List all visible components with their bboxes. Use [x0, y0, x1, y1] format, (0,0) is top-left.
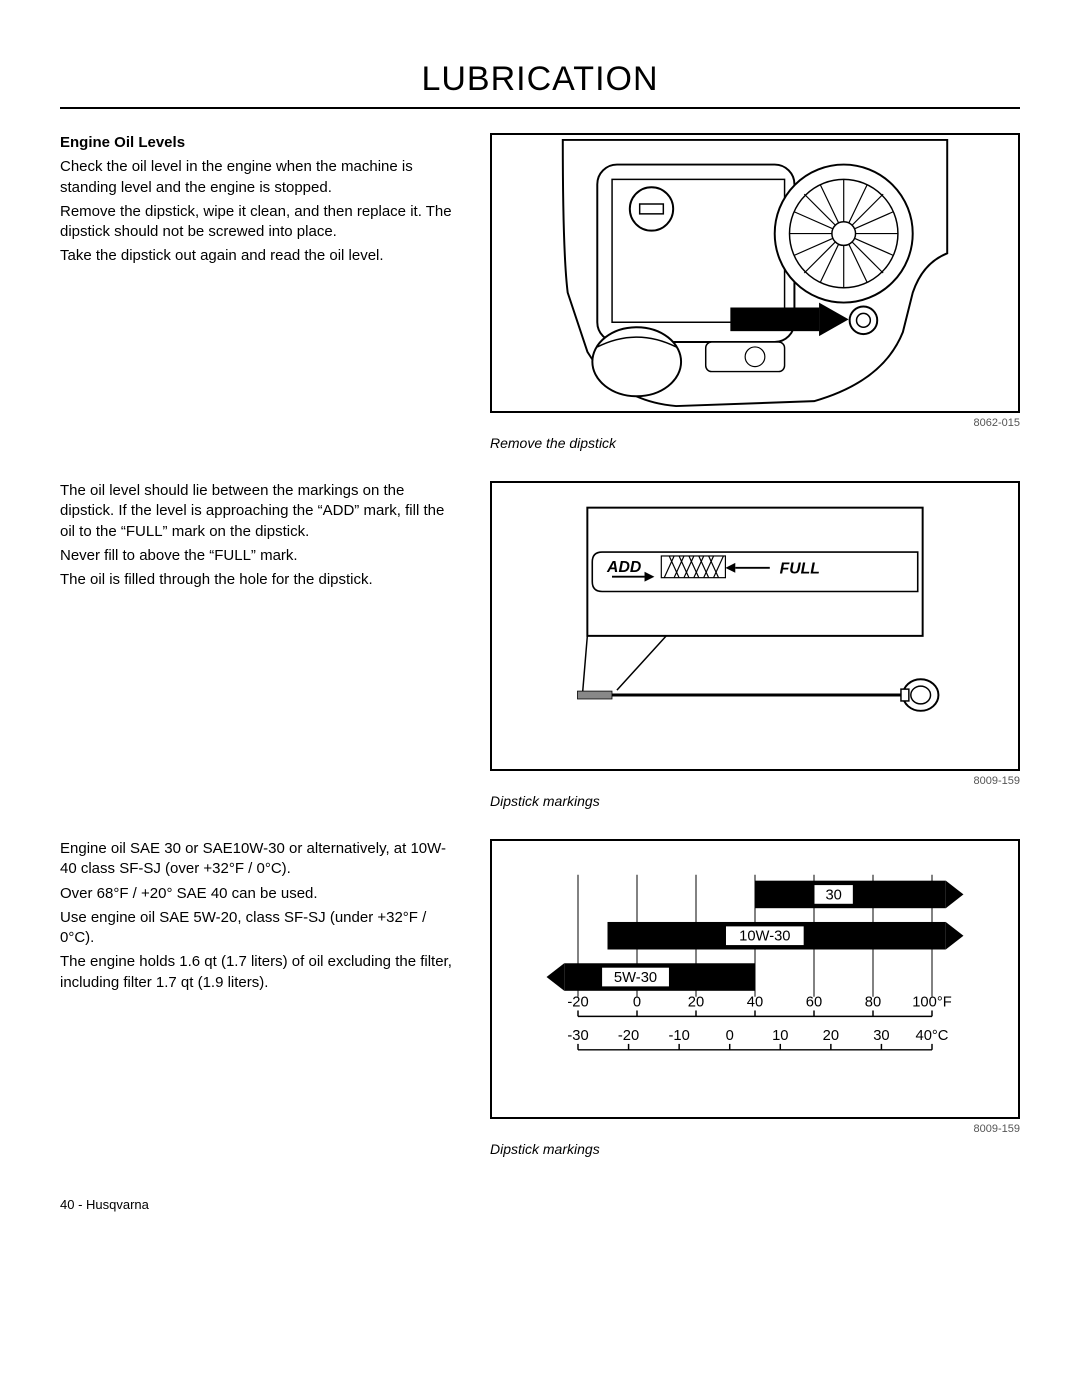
full-label: FULL	[780, 561, 820, 578]
section1-heading: Engine Oil Levels	[60, 133, 460, 153]
dipstick-svg: ADD FULL	[492, 483, 1018, 769]
engine-illustration	[490, 133, 1020, 413]
section1-p2: Remove the dipstick, wipe it clean, and …	[60, 202, 460, 243]
section1-fignum: 8062-015	[490, 417, 1020, 429]
add-label: ADD	[606, 559, 641, 576]
section1-p1: Check the oil level in the engine when t…	[60, 157, 460, 198]
section2-figure: ADD FULL	[490, 481, 1020, 809]
section3-p1: Engine oil SAE 30 or SAE10W-30 or altern…	[60, 839, 460, 880]
section2-fignum: 8009-159	[490, 775, 1020, 787]
section3-figure: 30 10W-30 5W-30 -20 0 20 40 60 80 100°F -30 -20 -10 0…	[490, 839, 1020, 1157]
section2-p2: Never fill to above the “FULL” mark.	[60, 546, 460, 566]
section1-figcap: Remove the dipstick	[490, 435, 1020, 451]
section2-p3: The oil is filled through the hole for t…	[60, 570, 460, 590]
section3-fignum: 8009-159	[490, 1123, 1020, 1135]
section3-p2: Over 68°F / +20° SAE 40 can be used.	[60, 884, 460, 904]
engine-svg	[492, 135, 1018, 411]
svg-text:-10: -10	[668, 1028, 689, 1044]
svg-text:80: 80	[865, 995, 881, 1011]
section-dipstick: The oil level should lie between the mar…	[60, 481, 1020, 809]
svg-text:10: 10	[772, 1028, 788, 1044]
svg-text:-20: -20	[567, 995, 588, 1011]
section3-figcap: Dipstick markings	[490, 1141, 1020, 1157]
section1-figure: 8062-015 Remove the dipstick	[490, 133, 1020, 451]
section3-text: Engine oil SAE 30 or SAE10W-30 or altern…	[60, 839, 460, 1157]
svg-text:20: 20	[823, 1028, 839, 1044]
section2-p1: The oil level should lie between the mar…	[60, 481, 460, 542]
section1-p3: Take the dipstick out again and read the…	[60, 246, 460, 266]
oilchart-svg: 30 10W-30 5W-30 -20 0 20 40 60 80 100°F -30 -20 -10 0…	[512, 861, 998, 1097]
section1-text: Engine Oil Levels Check the oil level in…	[60, 133, 460, 451]
svg-text:0: 0	[633, 995, 641, 1011]
section-engine-oil: Engine Oil Levels Check the oil level in…	[60, 133, 1020, 451]
section2-figcap: Dipstick markings	[490, 793, 1020, 809]
section3-p4: The engine holds 1.6 qt (1.7 liters) of …	[60, 952, 460, 993]
section2-text: The oil level should lie between the mar…	[60, 481, 460, 809]
svg-text:30: 30	[825, 887, 841, 903]
svg-text:60: 60	[806, 995, 822, 1011]
section-oil-grades: Engine oil SAE 30 or SAE10W-30 or altern…	[60, 839, 1020, 1157]
svg-text:0: 0	[726, 1028, 734, 1044]
oil-viscosity-chart: 30 10W-30 5W-30 -20 0 20 40 60 80 100°F -30 -20 -10 0…	[490, 839, 1020, 1119]
svg-text:20: 20	[688, 995, 704, 1011]
svg-text:5W-30: 5W-30	[614, 970, 657, 986]
svg-text:30: 30	[873, 1028, 889, 1044]
svg-text:100°F: 100°F	[912, 995, 952, 1011]
svg-text:40°C: 40°C	[916, 1028, 949, 1044]
svg-text:40: 40	[747, 995, 763, 1011]
page-title: LUBRICATION	[60, 60, 1020, 109]
svg-text:-20: -20	[618, 1028, 639, 1044]
svg-text:10W-30: 10W-30	[739, 929, 790, 945]
svg-text:-30: -30	[567, 1028, 588, 1044]
page-footer: 40 - Husqvarna	[60, 1197, 1020, 1212]
dipstick-illustration: ADD FULL	[490, 481, 1020, 771]
section3-p3: Use engine oil SAE 5W-20, class SF-SJ (u…	[60, 908, 460, 949]
